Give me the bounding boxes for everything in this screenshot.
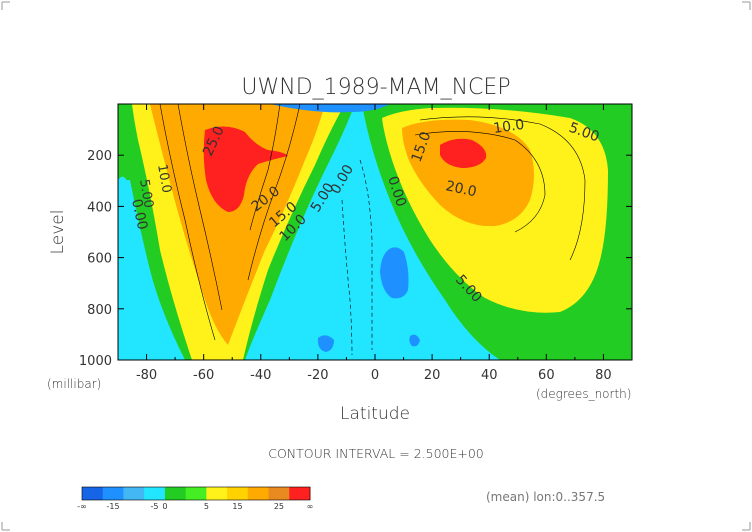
colorbar-swatch — [185, 487, 207, 500]
fill-cyan-sw — [118, 176, 150, 290]
colorbar-label: 15 — [232, 502, 242, 511]
colorbar-label: 5 — [204, 502, 209, 511]
x-axis-units: (degrees_north) — [536, 387, 631, 401]
contour-interval-text: CONTOUR INTERVAL = 2.500E+00 — [268, 446, 484, 461]
x-tick-label: 80 — [595, 368, 612, 383]
y-tick-label: 400 — [87, 200, 112, 215]
colorbar-swatch — [82, 487, 104, 500]
colorbar-swatch — [289, 487, 311, 500]
x-tick-label: 20 — [424, 368, 441, 383]
contour-line-dashed — [341, 199, 353, 356]
colorbar: -∞ -15 -5 0 5 15 25 ∞ — [77, 486, 314, 511]
contour-label: 20.0 — [444, 178, 478, 200]
x-tick-label: -80 — [136, 368, 157, 383]
x-tick-label: 60 — [538, 368, 555, 383]
fill-blue-small-2 — [409, 334, 420, 347]
contour-line — [159, 104, 216, 341]
colorbar-label: ∞ — [307, 502, 314, 511]
x-tick-label: 0 — [371, 368, 379, 383]
y-tick-label: 200 — [87, 149, 112, 164]
contour-line — [249, 104, 281, 231]
colorbar-frame — [81, 486, 311, 501]
x-tick-label: 40 — [481, 368, 498, 383]
fill-blue-tropics — [380, 247, 409, 299]
contour-line — [414, 131, 546, 233]
y-tick-label: 800 — [87, 303, 112, 318]
y-tick-label: 600 — [87, 252, 112, 267]
contour-label: 10.0 — [154, 163, 174, 194]
colorbar-swatch — [123, 487, 145, 500]
y-axis: 200 400 600 800 1000 — [79, 149, 632, 369]
contour-label: 10.0 — [492, 117, 525, 137]
y-tick-label: 1000 — [79, 354, 112, 369]
colorbar-swatch — [206, 487, 228, 500]
contour-line — [247, 104, 301, 281]
fill-red-nj — [440, 138, 487, 168]
footer-text: (mean) lon:0..357.5 — [486, 490, 605, 504]
colorbar-swatch — [164, 487, 187, 500]
colorbar-swatch — [144, 487, 166, 500]
chart-title: UWND_1989-MAM_NCEP — [241, 75, 510, 100]
fill-blue-strato — [270, 104, 390, 113]
contour-line — [419, 116, 586, 261]
colorbar-label: -5 — [151, 502, 159, 511]
colorbar-swatch — [247, 487, 270, 500]
contour-line-dashed — [359, 159, 373, 350]
y-axis-units: (millibar) — [47, 377, 101, 391]
y-axis-label: Level — [48, 210, 68, 255]
fill-red-sj — [203, 126, 288, 212]
fill-orange-sj — [150, 104, 325, 345]
contour-label: 0.00 — [128, 198, 150, 232]
x-axis: -80 -60 -40 -20 0 20 40 60 80 — [117, 104, 633, 383]
colorbar-label: -∞ — [77, 502, 87, 511]
colorbar-label: 25 — [274, 502, 284, 511]
x-axis-label: Latitude — [340, 404, 410, 424]
colorbar-swatch — [227, 487, 249, 500]
colorbar-label: -15 — [107, 502, 120, 511]
fill-orange-nj — [402, 119, 534, 227]
x-tick-label: -40 — [250, 368, 271, 383]
x-tick-label: -60 — [193, 368, 214, 383]
contour-label: 5.00 — [136, 178, 156, 209]
colorbar-swatch — [268, 487, 290, 500]
colorbar-swatch — [102, 487, 124, 500]
contour-line — [177, 104, 223, 311]
fill-blue-small-1 — [317, 335, 334, 352]
x-tick-label: -20 — [307, 368, 328, 383]
contour-fills — [118, 104, 632, 360]
colorbar-label: 0 — [162, 502, 167, 511]
